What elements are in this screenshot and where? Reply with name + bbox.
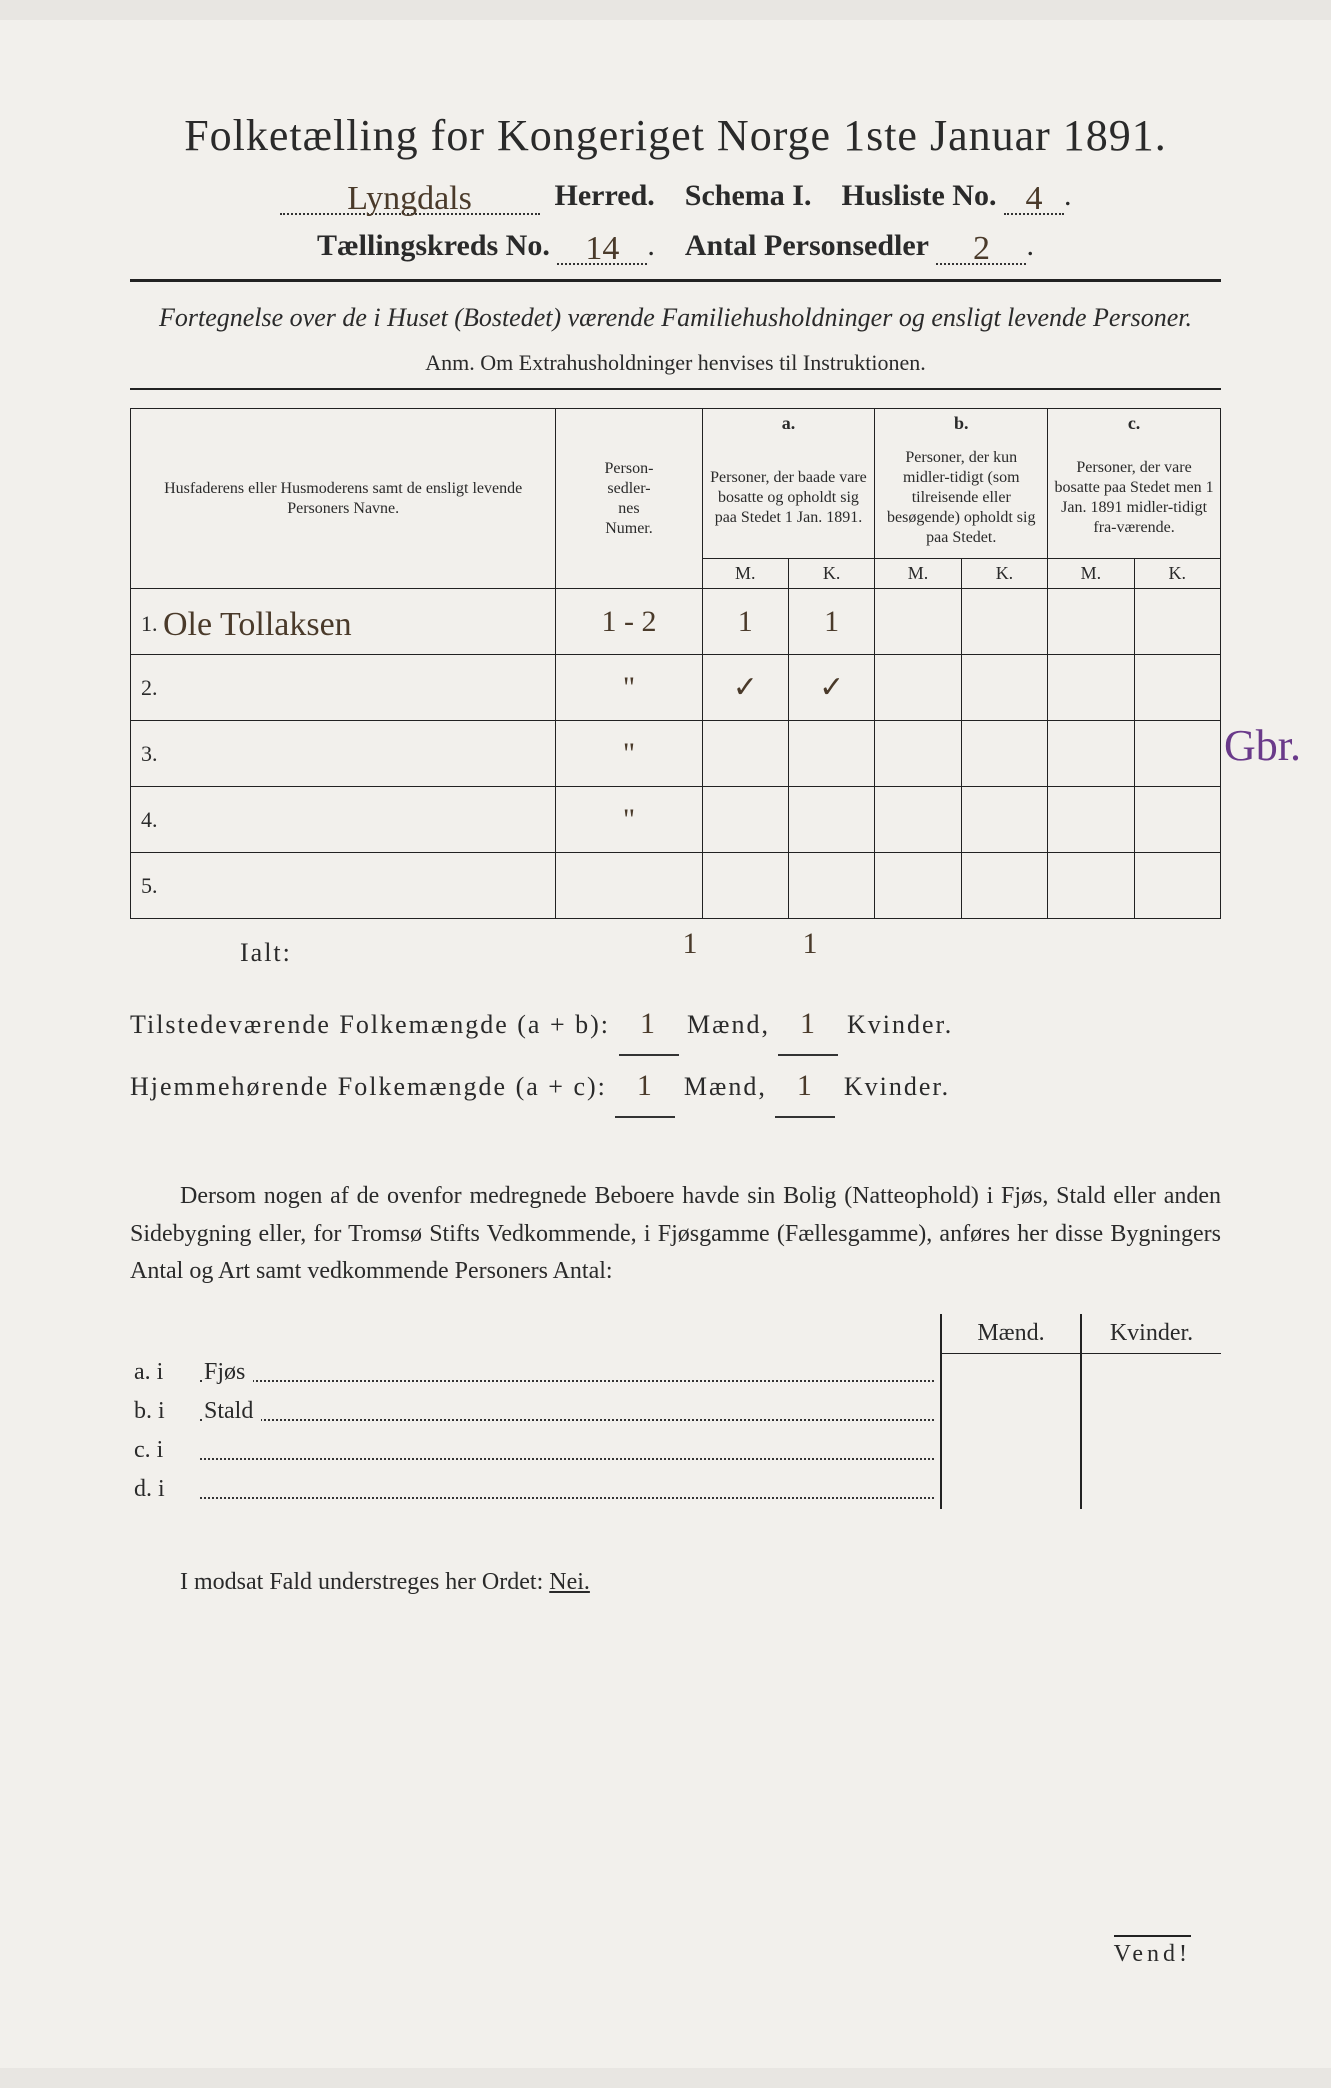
side-txt: Fjøs: [204, 1359, 253, 1385]
m-label: M.: [702, 559, 788, 589]
sum-m: 1: [637, 1069, 654, 1102]
col-a-header: Personer, der baade vare bosatte og opho…: [705, 462, 873, 534]
table-row: 1. Ole Tollaksen 1 - 2 1 1: [131, 589, 1221, 655]
kreds-label: Tællingskreds No.: [317, 229, 550, 262]
antal-label: Antal Personsedler: [685, 229, 929, 262]
herred-label: Herred.: [555, 179, 655, 212]
row-num: ": [623, 803, 635, 836]
k-label: K.: [961, 559, 1047, 589]
table-row: 4. ": [131, 787, 1221, 853]
summary-line2: Hjemmehørende Folkemængde (a + c):: [130, 1072, 607, 1101]
divider: [130, 279, 1221, 282]
side-row: a. i Fjøs: [130, 1353, 1221, 1392]
col-num-header: Person- sedler- nes Numer.: [558, 453, 699, 545]
maend-label: Mænd,: [687, 1010, 770, 1039]
antal-value: 2: [973, 235, 990, 262]
modsat-text: I modsat Fald understreges her Ordet:: [180, 1569, 543, 1595]
row-idx: 1.: [141, 611, 158, 636]
side-row: c. i: [130, 1431, 1221, 1470]
table-row: 3. ": [131, 721, 1221, 787]
fortegnelse-text: Fortegnelse over de i Huset (Bostedet) v…: [130, 300, 1221, 336]
side-lbl: a. i: [130, 1353, 200, 1392]
cell-val: ✓: [733, 671, 758, 704]
side-row: d. i: [130, 1470, 1221, 1509]
herred-value: Lyngdals: [347, 185, 472, 212]
header-line-2: Tællingskreds No. 14. Antal Personsedler…: [130, 229, 1221, 265]
row-idx: 2.: [141, 675, 158, 700]
row-num: ": [623, 737, 635, 770]
summary-block: Tilstedeværende Folkemængde (a + b): 1 M…: [130, 994, 1221, 1118]
husliste-label: Husliste No.: [841, 179, 996, 212]
side-lbl: d. i: [130, 1470, 200, 1509]
row-num: 1 - 2: [601, 605, 656, 638]
col-b-header: Personer, der kun midler-tidigt (som til…: [877, 442, 1045, 554]
margin-note-text: Gbr.: [1224, 721, 1301, 770]
schema-label: Schema I.: [685, 179, 812, 212]
sum-k: 1: [797, 1069, 814, 1102]
m-label: M.: [1048, 559, 1134, 589]
sum-k: 1: [800, 1007, 817, 1040]
page-title: Folketælling for Kongeriget Norge 1ste J…: [130, 110, 1221, 161]
persons-table: Husfaderens eller Husmoderens samt de en…: [130, 408, 1221, 919]
kvinder-header: Kvinder.: [1081, 1314, 1221, 1354]
side-row: b. i Stald: [130, 1392, 1221, 1431]
maend-header: Mænd.: [941, 1314, 1081, 1354]
col-name-header: Husfaderens eller Husmoderens samt de en…: [133, 473, 553, 525]
margin-note: Gbr.: [1224, 720, 1301, 771]
census-form-page: Folketælling for Kongeriget Norge 1ste J…: [0, 20, 1331, 2068]
row-idx: 3.: [141, 741, 158, 766]
anm-text: Anm. Om Extrahusholdninger henvises til …: [130, 350, 1221, 376]
paragraph: Dersom nogen af de ovenfor medregnede Be…: [130, 1178, 1221, 1290]
table-row: 5.: [131, 853, 1221, 919]
cell-val: 1: [824, 605, 839, 638]
maend-label: Mænd,: [684, 1072, 767, 1101]
ialt-label: Ialt:: [130, 938, 460, 968]
side-buildings-table: Mænd. Kvinder. a. i Fjøs b. i Stald c. i…: [130, 1314, 1221, 1510]
summary-line1: Tilstedeværende Folkemængde (a + b):: [130, 1010, 610, 1039]
cell-val: 1: [738, 605, 753, 638]
modsat-line: I modsat Fald understreges her Ordet: Ne…: [130, 1569, 1221, 1596]
nei-word: Nei.: [549, 1569, 590, 1595]
row-idx: 4.: [141, 807, 158, 832]
col-b-top: b.: [954, 413, 969, 433]
col-a-top: a.: [782, 413, 796, 433]
divider: [130, 388, 1221, 390]
husliste-value: 4: [1025, 185, 1042, 212]
col-c-header: Personer, der vare bosatte paa Stedet me…: [1050, 452, 1218, 544]
table-row: 2. " ✓ ✓: [131, 655, 1221, 721]
cell-val: ✓: [819, 671, 844, 704]
sum-m: 1: [640, 1007, 657, 1040]
kreds-value: 14: [585, 235, 619, 262]
vend-label: Vend!: [1114, 1935, 1191, 1968]
side-lbl: b. i: [130, 1392, 200, 1431]
side-txt: Stald: [204, 1398, 261, 1424]
row-num: ": [623, 671, 635, 704]
ialt-row: Ialt: 1 1: [130, 927, 1221, 968]
col-c-top: c.: [1128, 413, 1141, 433]
m-label: M.: [875, 559, 961, 589]
k-label: K.: [788, 559, 874, 589]
row-name: Ole Tollaksen: [163, 611, 352, 638]
kvinder-label: Kvinder.: [847, 1010, 953, 1039]
side-lbl: c. i: [130, 1431, 200, 1470]
k-label: K.: [1134, 559, 1220, 589]
ialt-am: 1: [660, 927, 720, 961]
row-idx: 5.: [141, 873, 158, 898]
ialt-ak: 1: [780, 927, 840, 961]
kvinder-label: Kvinder.: [844, 1072, 950, 1101]
header-line-1: Lyngdals Herred. Schema I. Husliste No. …: [130, 179, 1221, 215]
